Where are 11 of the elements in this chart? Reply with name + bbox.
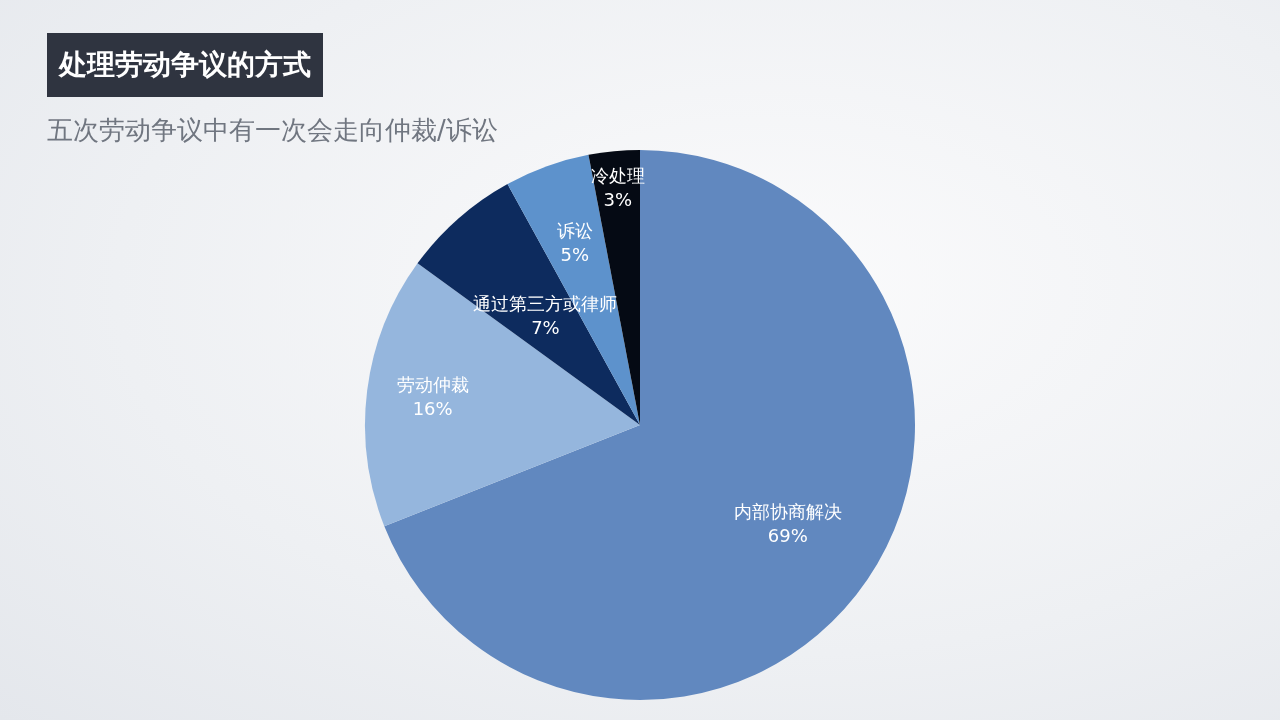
slice-label: 内部协商解决 [733,501,842,523]
data-label: 3% [603,189,633,211]
data-label: 5% [560,243,590,265]
data-label: 7% [531,317,560,339]
slice-label: 通过第三方或律师 [473,293,618,315]
slice-label: 劳动仲裁 [396,374,469,396]
data-label: 16% [412,398,453,420]
data-label: 69% [767,525,808,547]
slice-label: 诉讼 [556,219,593,241]
chart-title: 处理劳动争议的方式 [47,33,323,97]
chart-subtitle: 五次劳动争议中有一次会走向仲裁/诉讼 [47,114,498,147]
